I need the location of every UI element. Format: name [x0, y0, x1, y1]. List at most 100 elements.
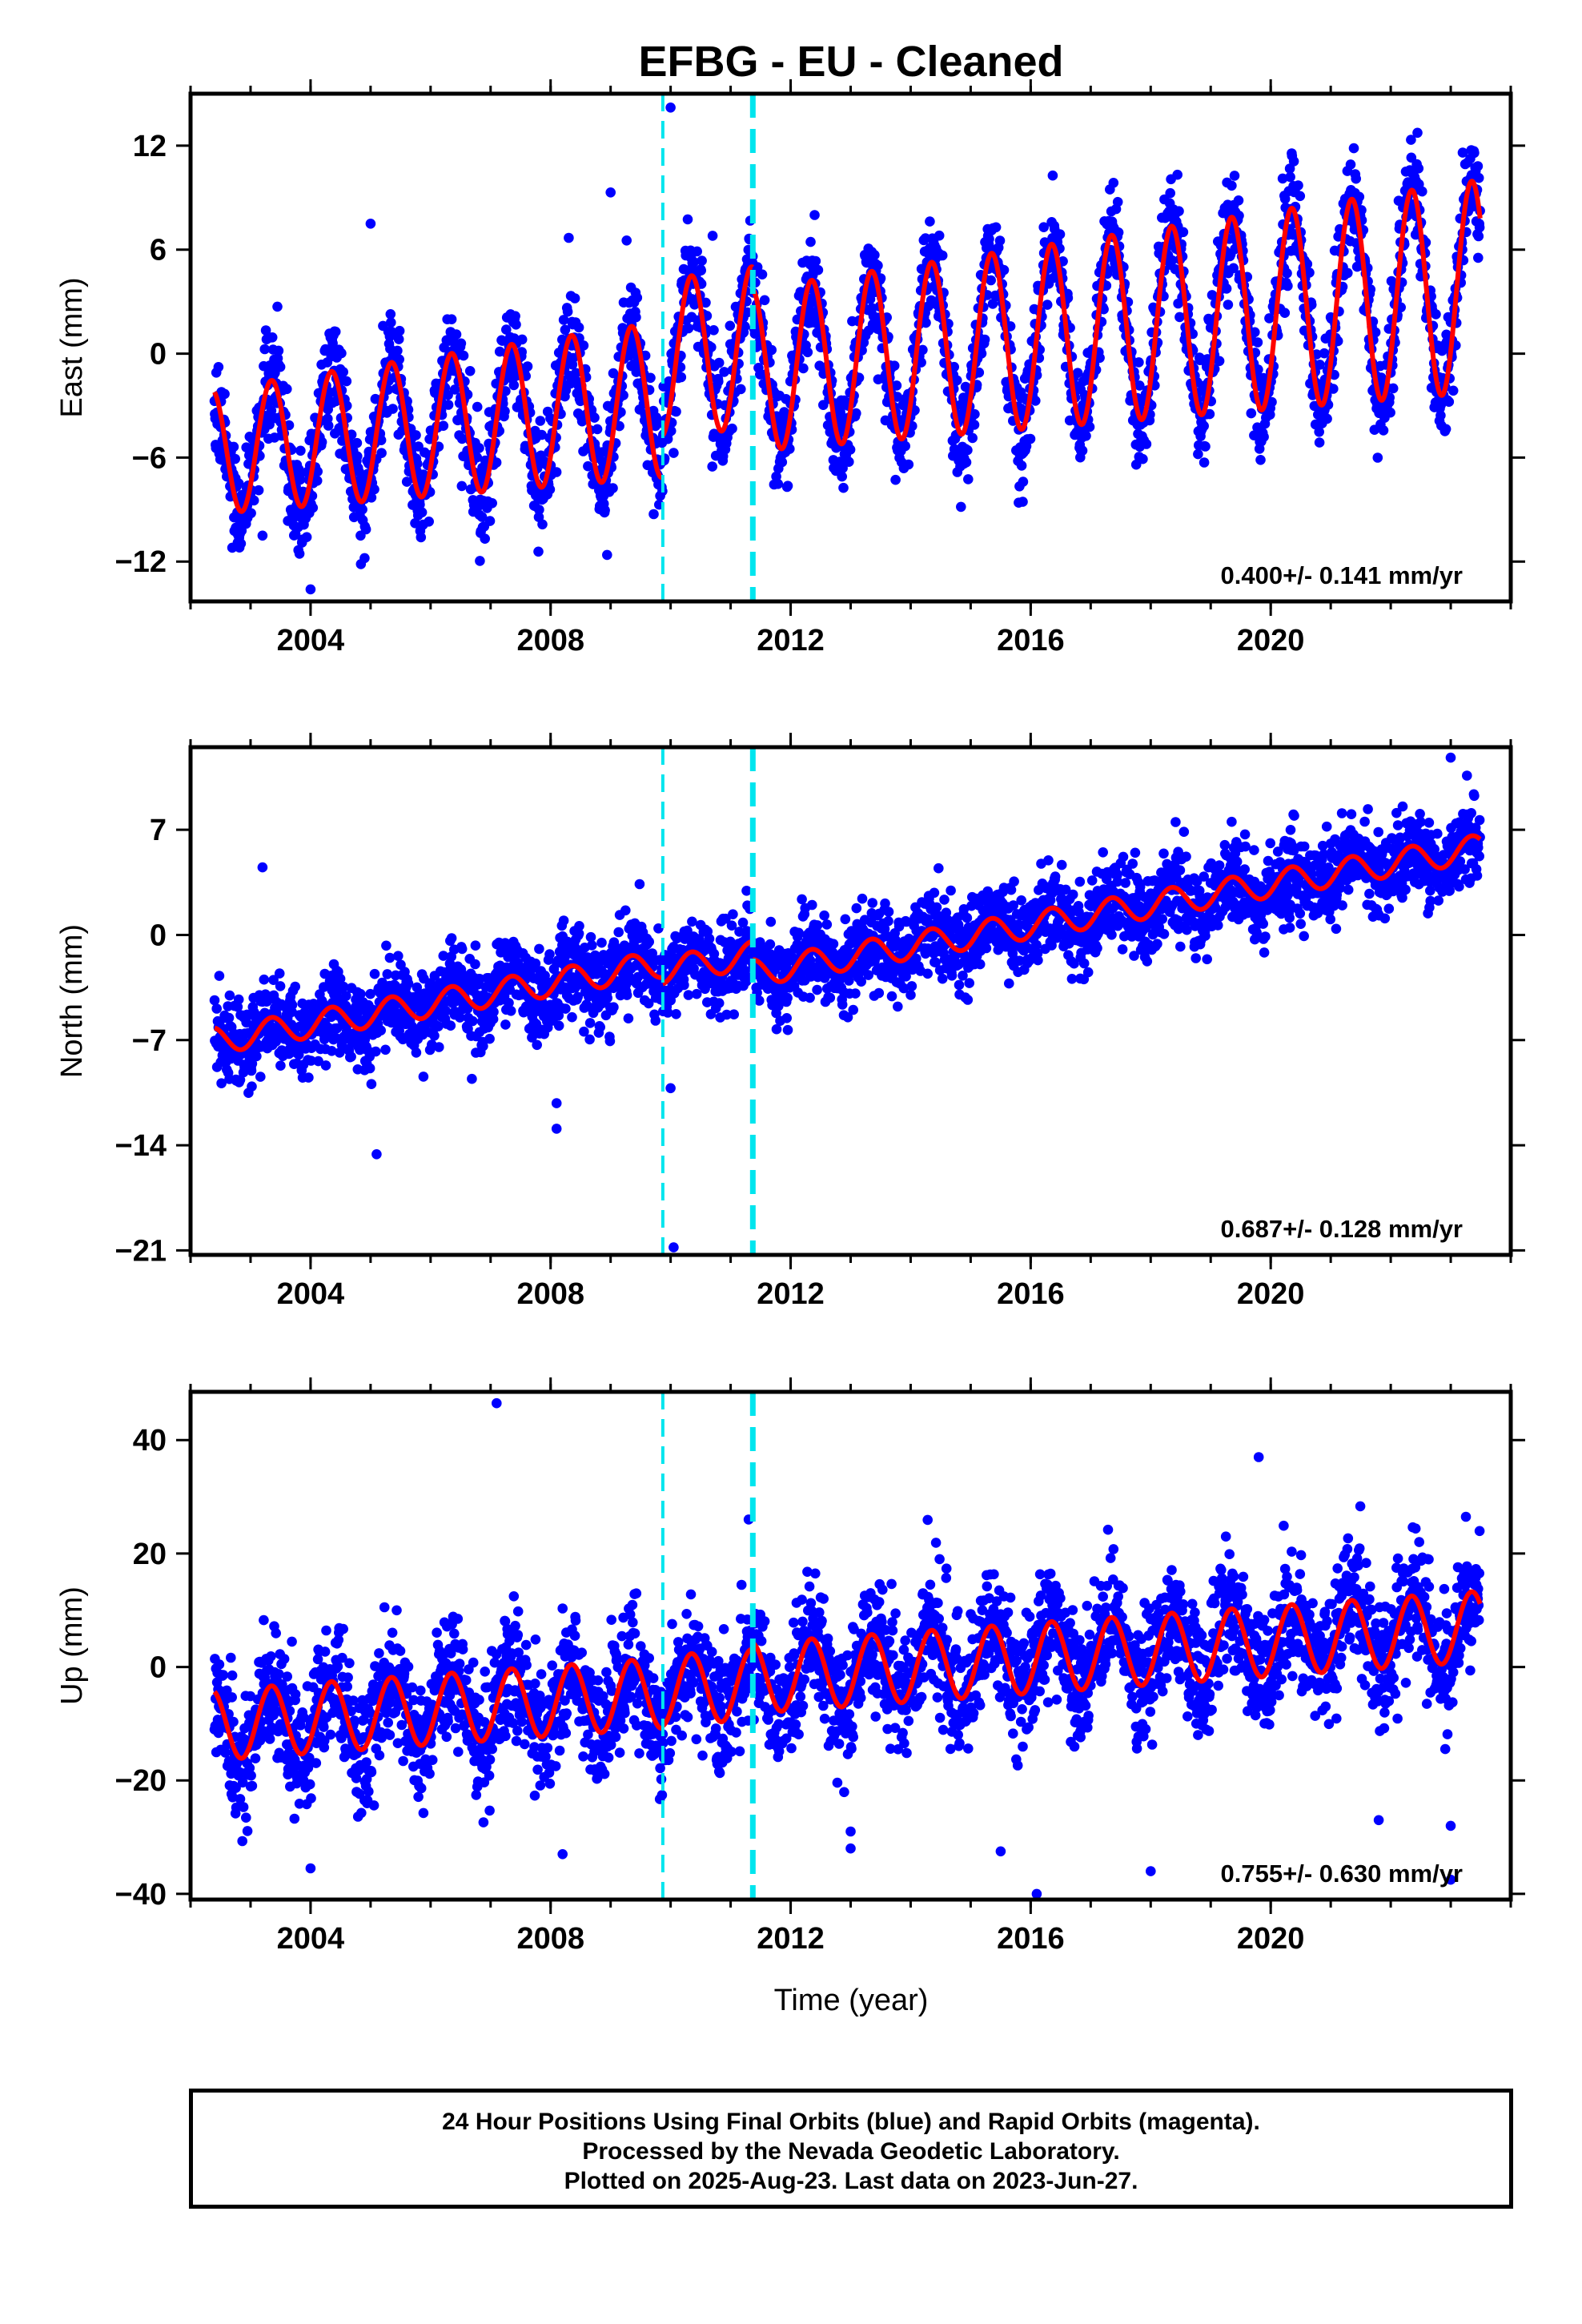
data-point — [352, 451, 363, 462]
data-point — [917, 344, 928, 356]
data-point — [701, 297, 711, 308]
data-point — [306, 1055, 316, 1066]
data-point — [644, 936, 654, 947]
data-point — [900, 440, 910, 452]
data-point — [438, 951, 449, 961]
data-point — [671, 406, 681, 417]
data-point — [850, 988, 861, 999]
data-point — [1250, 327, 1260, 338]
data-point — [443, 400, 454, 410]
data-point — [1314, 437, 1325, 448]
data-point — [1288, 156, 1299, 167]
data-point — [487, 498, 497, 509]
data-point — [1354, 191, 1365, 203]
data-point — [223, 1012, 235, 1023]
data-point — [925, 216, 935, 227]
data-point — [600, 505, 610, 516]
data-point — [837, 463, 848, 473]
data-point — [451, 329, 462, 340]
outlier-point — [359, 553, 370, 564]
data-point — [782, 480, 793, 491]
data-point — [893, 1001, 903, 1012]
data-point — [341, 376, 352, 387]
data-point — [272, 301, 283, 312]
data-point — [620, 905, 631, 916]
data-point — [346, 1051, 356, 1062]
data-point — [213, 362, 224, 372]
data-point — [757, 269, 768, 280]
data-point — [934, 230, 945, 241]
data-point — [301, 532, 312, 542]
data-point — [327, 1046, 337, 1056]
data-point — [759, 295, 770, 306]
data-point — [233, 994, 244, 1005]
data-point — [883, 915, 893, 927]
data-point — [742, 307, 753, 318]
data-point — [366, 493, 377, 503]
data-point — [443, 389, 453, 400]
chart-title: EFBG - EU - Cleaned — [638, 38, 1063, 86]
outlier-point — [1014, 497, 1024, 508]
data-point — [916, 357, 926, 368]
data-point — [736, 384, 746, 395]
data-point — [1221, 283, 1232, 294]
data-point — [259, 344, 271, 355]
data-point — [456, 433, 468, 444]
data-point — [440, 1006, 452, 1016]
y-tick-label: 12 — [133, 130, 167, 163]
data-point — [1174, 206, 1184, 217]
data-point — [370, 393, 381, 404]
data-point — [1345, 159, 1356, 170]
data-point — [455, 1012, 465, 1023]
data-point — [504, 998, 514, 1008]
data-point — [691, 988, 702, 999]
outlier-point — [257, 530, 268, 541]
outlier-point — [707, 231, 718, 241]
outlier-point — [665, 103, 676, 113]
data-point — [500, 1019, 511, 1030]
data-point — [335, 973, 346, 984]
data-point — [1200, 441, 1211, 452]
data-point — [572, 991, 583, 1003]
data-point — [338, 367, 349, 377]
data-point — [394, 325, 405, 336]
data-point — [534, 943, 544, 955]
data-point — [837, 999, 848, 1010]
data-point — [810, 255, 821, 267]
data-point — [488, 1007, 499, 1017]
data-point — [729, 1009, 739, 1019]
data-point — [1108, 178, 1119, 188]
data-point — [511, 320, 521, 330]
data-point — [1030, 396, 1041, 406]
data-point — [837, 471, 847, 482]
model-fit-curve — [661, 264, 755, 437]
data-point — [578, 340, 589, 351]
data-point — [805, 236, 816, 247]
data-point — [587, 940, 597, 951]
data-point — [765, 916, 777, 927]
data-point — [1431, 309, 1441, 320]
data-point — [740, 321, 750, 332]
data-point — [631, 312, 641, 323]
data-point — [232, 1002, 243, 1012]
data-point — [1295, 191, 1306, 202]
data-point — [1413, 163, 1424, 174]
data-point — [371, 1046, 381, 1057]
data-point — [1025, 433, 1036, 444]
data-point — [727, 423, 737, 434]
data-point — [866, 303, 877, 314]
data-point — [1285, 171, 1295, 183]
data-point — [679, 979, 689, 991]
data-point — [429, 1031, 440, 1041]
data-point — [569, 293, 580, 304]
data-point — [264, 419, 275, 430]
data-point — [802, 347, 813, 358]
data-point — [553, 1020, 564, 1031]
data-point — [719, 367, 729, 377]
data-point — [613, 927, 624, 938]
data-point — [676, 372, 687, 383]
data-point — [583, 460, 593, 472]
data-points-east — [209, 103, 1485, 595]
data-point — [1473, 231, 1484, 242]
